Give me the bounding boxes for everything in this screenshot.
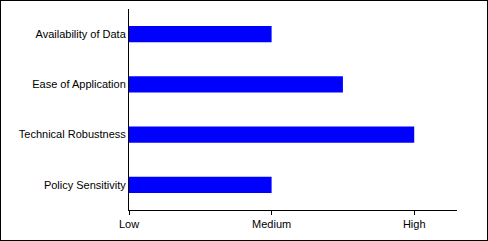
svg-text:Technical Robustness: Technical Robustness [19,128,127,140]
svg-text:Policy Sensitivity: Policy Sensitivity [44,179,126,191]
svg-text:Ease of Application: Ease of Application [32,78,126,90]
svg-text:Medium: Medium [252,218,291,230]
svg-text:Availability of Data: Availability of Data [36,28,127,40]
svg-text:Low: Low [119,218,139,230]
svg-text:High: High [403,218,426,230]
